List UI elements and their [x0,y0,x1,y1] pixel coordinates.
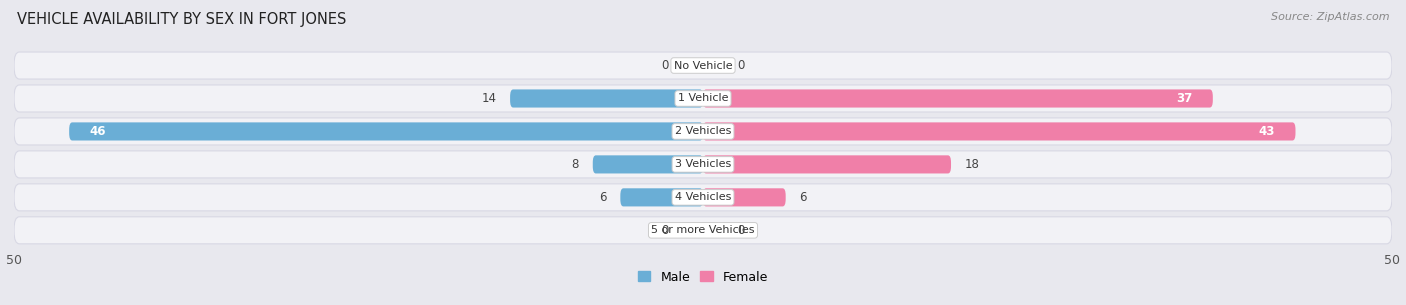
Text: 4 Vehicles: 4 Vehicles [675,192,731,202]
Text: VEHICLE AVAILABILITY BY SEX IN FORT JONES: VEHICLE AVAILABILITY BY SEX IN FORT JONE… [17,12,346,27]
Text: 0: 0 [738,59,745,72]
FancyBboxPatch shape [14,52,1392,79]
Text: 37: 37 [1175,92,1192,105]
Text: 3 Vehicles: 3 Vehicles [675,160,731,169]
Text: 8: 8 [572,158,579,171]
FancyBboxPatch shape [14,217,1392,244]
Text: 0: 0 [661,224,669,237]
Text: 43: 43 [1258,125,1275,138]
FancyBboxPatch shape [510,89,703,108]
FancyBboxPatch shape [14,184,1392,211]
Text: 6: 6 [800,191,807,204]
FancyBboxPatch shape [14,118,1392,145]
FancyBboxPatch shape [593,155,703,174]
Legend: Male, Female: Male, Female [633,266,773,289]
Text: 1 Vehicle: 1 Vehicle [678,94,728,103]
FancyBboxPatch shape [703,188,786,206]
Text: 5 or more Vehicles: 5 or more Vehicles [651,225,755,235]
FancyBboxPatch shape [703,122,1295,141]
FancyBboxPatch shape [703,89,1213,108]
FancyBboxPatch shape [69,122,703,141]
Text: 46: 46 [90,125,107,138]
Text: 6: 6 [599,191,606,204]
FancyBboxPatch shape [620,188,703,206]
Text: 14: 14 [481,92,496,105]
Text: 0: 0 [738,224,745,237]
Text: 2 Vehicles: 2 Vehicles [675,127,731,136]
Text: Source: ZipAtlas.com: Source: ZipAtlas.com [1271,12,1389,22]
Text: 18: 18 [965,158,980,171]
FancyBboxPatch shape [14,85,1392,112]
FancyBboxPatch shape [14,151,1392,178]
Text: No Vehicle: No Vehicle [673,60,733,70]
FancyBboxPatch shape [703,155,950,174]
Text: 0: 0 [661,59,669,72]
